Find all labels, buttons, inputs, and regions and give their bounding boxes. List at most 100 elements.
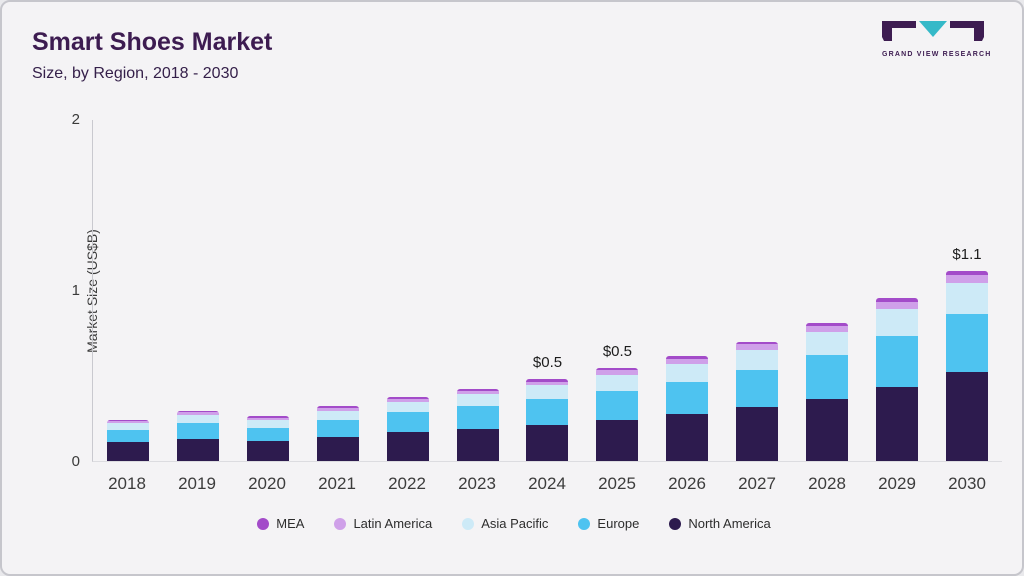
bar-segment-latin-america: [526, 381, 569, 386]
bar-segment-north-america: [246, 441, 289, 461]
legend-item-latin-america: Latin America: [334, 516, 432, 531]
bar-stack-2024: [526, 379, 569, 461]
bar-stack-2022: [386, 396, 429, 461]
bar-segment-latin-america: [876, 301, 919, 309]
legend-label: North America: [688, 516, 771, 531]
bar-stack-2020: [246, 416, 289, 461]
bar-segment-asia-pacific: [876, 308, 919, 337]
bar-segment-asia-pacific: [736, 349, 779, 370]
bar-stack-2025: [596, 367, 639, 461]
bar-segment-north-america: [736, 407, 779, 461]
bar-segment-asia-pacific: [106, 423, 149, 431]
bar-stack-2030: [946, 270, 989, 461]
legend-item-north-america: North America: [669, 516, 771, 531]
bar-segment-mea: [806, 322, 849, 326]
legend-label: Asia Pacific: [481, 516, 549, 531]
bar-segment-asia-pacific: [526, 385, 569, 400]
bar-annotation-2030: $1.1: [952, 245, 982, 263]
bar-segment-asia-pacific: [456, 394, 499, 407]
bar-column-2022: [373, 120, 443, 461]
bar-segment-latin-america: [806, 325, 849, 332]
bar-segment-mea: [596, 367, 639, 371]
bar-segment-latin-america: [946, 275, 989, 284]
bar-segment-north-america: [316, 437, 359, 461]
bar-segment-europe: [666, 381, 709, 414]
bar-segment-north-america: [666, 413, 709, 461]
bar-segment-latin-america: [106, 421, 149, 424]
y-tick-label-1: 1: [71, 282, 80, 299]
bar-stack-2021: [316, 406, 359, 461]
gvr-logo-icon: [882, 21, 984, 41]
bar-segment-north-america: [176, 438, 219, 461]
x-tick-label-2025: 2025: [598, 474, 636, 493]
plot-area: $0.5 $0.5 $1.1: [92, 120, 1002, 462]
legend-item-asia-pacific: Asia Pacific: [462, 516, 548, 531]
bar-segment-north-america: [596, 419, 639, 461]
bar-column-2024: $0.5: [513, 120, 583, 461]
bar-segment-europe: [596, 390, 639, 420]
x-tick-label-2027: 2027: [738, 474, 776, 493]
bar-segment-mea: [176, 410, 219, 413]
bar-segment-mea: [736, 341, 779, 345]
bar-segment-north-america: [386, 431, 429, 461]
x-tick-label-2022: 2022: [388, 474, 426, 493]
bar-segment-latin-america: [176, 412, 219, 415]
bar-segment-asia-pacific: [386, 401, 429, 413]
bar-segment-latin-america: [246, 417, 289, 420]
x-tick-label-2028: 2028: [808, 474, 846, 493]
grand-view-research-logo: GRAND VIEW RESEARCH: [882, 20, 992, 58]
legend-item-mea: MEA: [257, 516, 304, 531]
bar-segment-asia-pacific: [246, 419, 289, 428]
bar-column-2018: [93, 120, 163, 461]
bar-segment-latin-america: [456, 390, 499, 394]
bar-segment-asia-pacific: [176, 414, 219, 424]
legend-dot-icon: [462, 517, 475, 530]
legend-dot-icon: [578, 517, 591, 530]
bar-segment-asia-pacific: [316, 410, 359, 420]
x-tick-label-2021: 2021: [318, 474, 356, 493]
bar-segment-europe: [946, 313, 989, 373]
bar-segment-latin-america: [666, 358, 709, 364]
bar-segment-latin-america: [386, 398, 429, 402]
bar-segment-mea: [526, 379, 569, 382]
x-tick-label-2030: 2030: [948, 474, 986, 493]
bar-segment-mea: [246, 416, 289, 418]
bar-segment-asia-pacific: [596, 374, 639, 391]
bar-stack-2023: [456, 388, 499, 461]
page-subtitle: Size, by Region, 2018 - 2030: [32, 65, 239, 82]
bar-segment-europe: [316, 419, 359, 438]
bar-segment-asia-pacific: [946, 283, 989, 314]
bar-segment-europe: [806, 355, 849, 399]
bar-stack-2018: [106, 420, 149, 461]
bar-column-2019: [163, 120, 233, 461]
logo-wordmark: GRAND VIEW RESEARCH: [882, 51, 992, 58]
legend-label: Europe: [597, 516, 640, 531]
legend-dot-icon: [257, 517, 270, 530]
bar-segment-north-america: [106, 442, 149, 461]
legend-dot-icon: [669, 517, 682, 530]
y-tick-label-2: 2: [71, 111, 80, 128]
legend-label: MEA: [276, 516, 305, 531]
bar-column-2020: [233, 120, 303, 461]
bar-segment-europe: [526, 399, 569, 426]
x-tick-label-2018: 2018: [108, 474, 146, 493]
legend-label: Latin America: [353, 516, 433, 531]
bar-segment-north-america: [456, 428, 499, 461]
x-tick-label-2026: 2026: [668, 474, 706, 493]
bar-column-2021: [303, 120, 373, 461]
bar-column-2025: $0.5: [582, 120, 652, 461]
bar-segment-latin-america: [596, 370, 639, 375]
bar-segment-asia-pacific: [806, 331, 849, 355]
legend-dot-icon: [334, 517, 347, 530]
bar-annotation-2024: $0.5: [532, 354, 563, 372]
page-title: Smart Shoes Market: [32, 28, 273, 56]
bar-stack-2028: [806, 322, 849, 461]
bar-column-2029: [862, 120, 932, 461]
x-tick-label-2024: 2024: [528, 474, 566, 493]
bar-segment-mea: [666, 356, 709, 359]
bar-segment-mea: [946, 270, 989, 275]
bar-segment-asia-pacific: [666, 363, 709, 382]
bar-column-2026: [652, 120, 722, 461]
bar-segment-north-america: [876, 387, 919, 461]
